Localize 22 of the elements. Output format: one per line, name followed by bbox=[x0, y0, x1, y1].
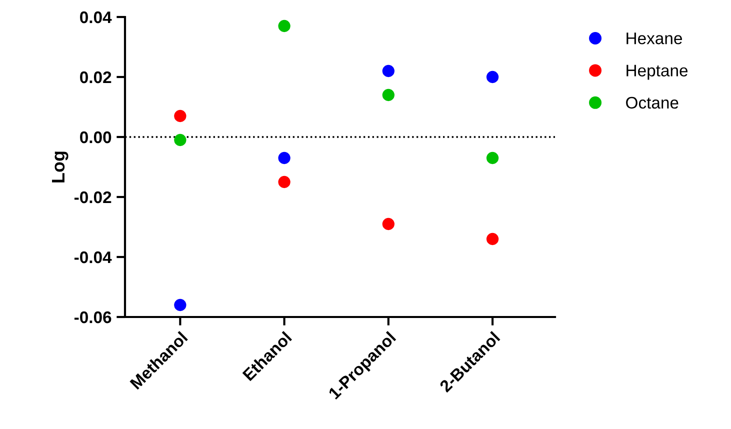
point bbox=[486, 232, 499, 246]
legend-label: Hexane bbox=[626, 32, 682, 44]
point bbox=[174, 134, 186, 146]
point bbox=[382, 218, 394, 230]
y-tick-label: -0.02 bbox=[74, 191, 112, 204]
y-tick-label: -0.04 bbox=[74, 251, 112, 264]
y-axis-title: Log bbox=[52, 152, 68, 182]
point bbox=[382, 88, 394, 102]
point bbox=[174, 110, 186, 122]
point bbox=[174, 298, 186, 312]
y-tick-label: -0.06 bbox=[74, 311, 112, 324]
y-tick-label: 0.00 bbox=[80, 131, 112, 144]
y-tick-label: 0.04 bbox=[80, 11, 112, 24]
point bbox=[382, 64, 394, 78]
legend-label: Heptane bbox=[626, 64, 688, 80]
point bbox=[278, 20, 290, 32]
point bbox=[486, 70, 499, 84]
point bbox=[278, 176, 290, 188]
point bbox=[486, 152, 499, 164]
legend-label: Octane bbox=[626, 96, 678, 109]
point bbox=[278, 152, 290, 164]
y-tick-label: 0.02 bbox=[80, 71, 112, 84]
